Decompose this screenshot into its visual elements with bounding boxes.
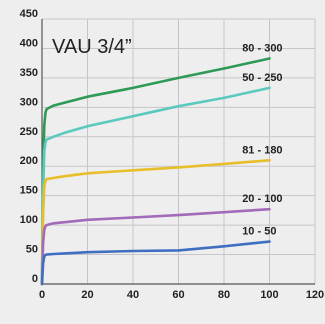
y-tick-label: 350 (20, 67, 38, 79)
x-tick-labels: 0 20 40 60 80 100 120 (39, 289, 324, 301)
y-tick-label: 100 (20, 214, 38, 226)
y-tick-label: 200 (20, 155, 38, 167)
series-line (40, 207, 271, 286)
series-line (40, 240, 271, 286)
x-tick-label: 80 (218, 289, 230, 301)
series-label: 81 - 180 (242, 144, 282, 156)
series-line (40, 57, 271, 286)
y-tick-label: 50 (26, 244, 38, 256)
x-tick-label: 60 (172, 289, 184, 301)
x-tick-label: 120 (306, 289, 324, 301)
series-lines (40, 57, 271, 286)
chart-title: VAU 3/4” (52, 36, 132, 58)
x-tick-label: 0 (39, 289, 45, 301)
series-label: 50 - 250 (242, 72, 282, 84)
series-label: 20 - 100 (242, 193, 282, 205)
series-label: 10 - 50 (242, 226, 276, 238)
grid (41, 18, 316, 285)
y-tick-label: 400 (20, 37, 38, 49)
y-tick-label: 0 (32, 273, 38, 285)
series-line (40, 86, 271, 286)
y-tick-label: 150 (20, 185, 38, 197)
y-tick-label: 250 (20, 126, 38, 138)
x-tick-label: 40 (127, 289, 139, 301)
y-tick-labels: 0 50 100 150 200 250 300 350 400 450 (20, 8, 38, 285)
series-line (40, 159, 271, 286)
y-tick-label: 450 (20, 8, 38, 20)
y-tick-label: 300 (20, 96, 38, 108)
series-labels: 80 - 300 50 - 250 81 - 180 20 - 100 10 - 50 (242, 42, 282, 237)
x-tick-label: 20 (81, 289, 93, 301)
series-label: 80 - 300 (242, 42, 282, 54)
x-tick-label: 100 (260, 289, 278, 301)
